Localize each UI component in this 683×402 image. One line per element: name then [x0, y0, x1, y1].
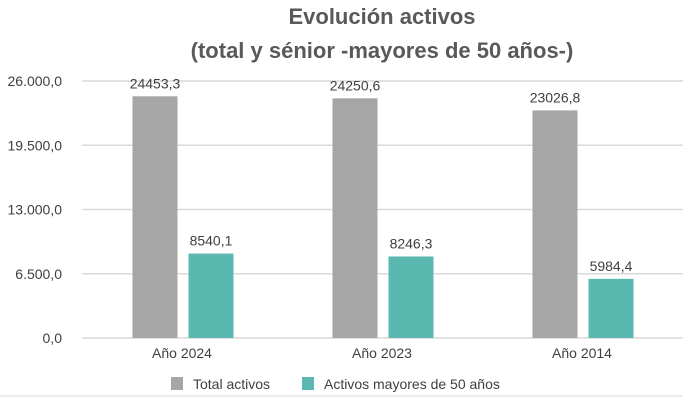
y-tick-label: 19.500,0 — [8, 137, 63, 153]
bar-senior — [588, 278, 634, 338]
chart-title-line-1: Evolución activos — [288, 4, 475, 29]
legend-swatch — [302, 377, 314, 390]
legend-swatch — [171, 377, 183, 390]
chart-title-line-2: (total y sénior -mayores de 50 años-) — [191, 38, 574, 63]
data-label: 8540,1 — [190, 233, 233, 249]
y-tick-label: 6.500,0 — [15, 266, 62, 282]
legend-label: Activos mayores de 50 años — [324, 376, 500, 392]
bar-total — [532, 110, 578, 338]
data-label: 23026,8 — [530, 89, 581, 105]
data-label: 5984,4 — [590, 258, 633, 274]
bar-senior — [388, 256, 434, 338]
data-label: 24453,3 — [130, 75, 181, 91]
x-tick-label: Año 2023 — [352, 345, 412, 361]
y-tick-label: 13.000,0 — [8, 202, 63, 218]
x-tick-label: Año 2014 — [552, 345, 612, 361]
data-label: 24250,6 — [330, 77, 381, 93]
bar-total — [132, 96, 178, 338]
x-tick-label: Año 2024 — [152, 345, 212, 361]
data-label: 8246,3 — [390, 235, 433, 251]
bar-total — [332, 98, 378, 338]
legend-label: Total activos — [193, 376, 270, 392]
y-tick-label: 0,0 — [43, 330, 63, 346]
y-tick-label: 26.000,0 — [8, 73, 63, 89]
bar-senior — [188, 253, 234, 338]
